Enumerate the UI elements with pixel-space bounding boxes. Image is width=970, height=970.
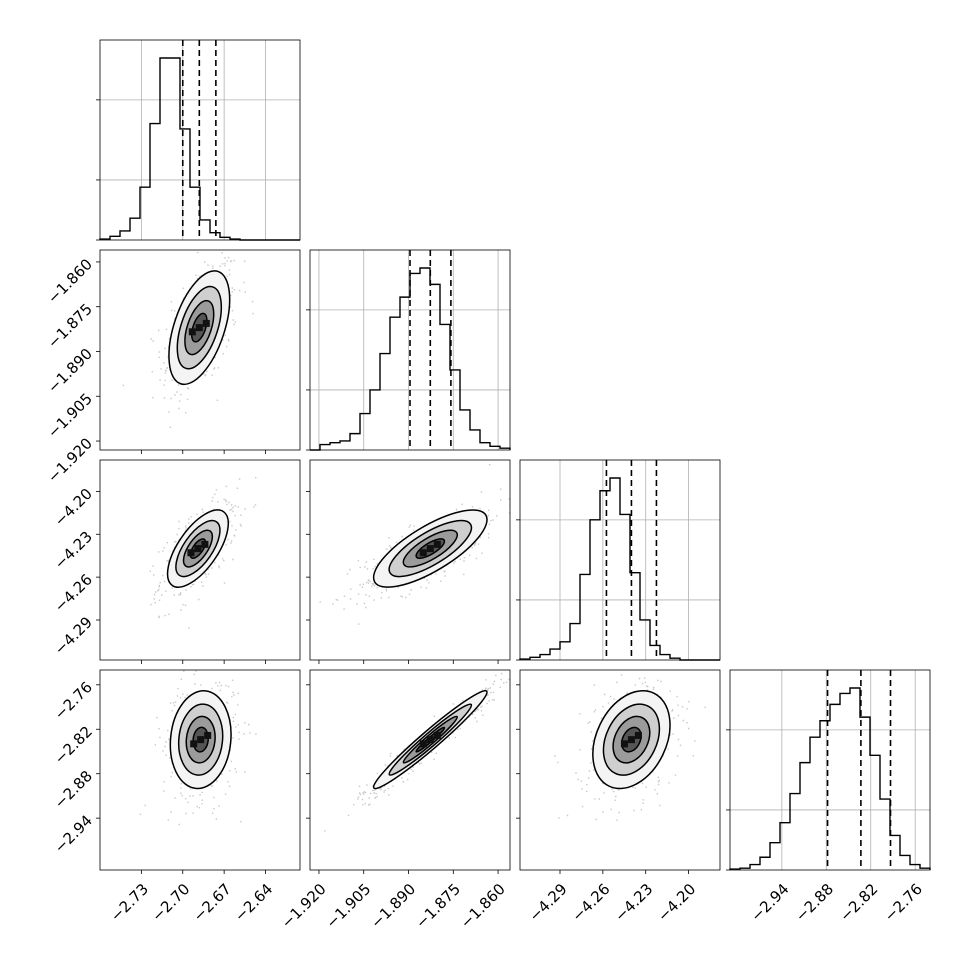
hist-frame-0 xyxy=(99,39,301,241)
density-peak-2-0-2 xyxy=(201,540,209,548)
density-peak-3-0-2 xyxy=(204,731,212,739)
histogram-3 xyxy=(729,687,931,870)
x-tick-label-0-1: −2.70 xyxy=(148,880,193,925)
y-tick-label-3-0: −2.94 xyxy=(51,811,96,856)
panel-2-1 xyxy=(319,464,510,625)
hist-frame-2 xyxy=(519,459,721,661)
x-tick-label-0-0: −2.73 xyxy=(107,880,152,925)
x-tick-label-1-1: −1.905 xyxy=(322,880,374,932)
y-tick-label-3-2: −2.82 xyxy=(51,723,96,768)
density-peak-3-1-1 xyxy=(419,740,427,748)
panel-1-0 xyxy=(122,251,254,428)
density-peak-3-1-2 xyxy=(433,731,441,739)
panel-frame-3-2 xyxy=(519,669,721,871)
histogram-2 xyxy=(519,477,720,661)
density-peak-2-1-0 xyxy=(426,545,434,553)
x-tick-label-2-0: −4.29 xyxy=(526,880,571,925)
density-peak-3-1-0 xyxy=(426,736,434,744)
y-tick-label-2-1: −4.26 xyxy=(51,570,96,615)
hist-frame-1 xyxy=(309,249,511,451)
y-tick-label-3-3: −2.76 xyxy=(51,678,96,723)
y-tick-label-2-0: −4.29 xyxy=(51,613,96,658)
density-peak-3-2-1 xyxy=(620,740,628,748)
y-tick-label-1-4: −1.860 xyxy=(44,255,96,307)
panel-frame-2-1 xyxy=(309,459,511,661)
density-peak-2-0-1 xyxy=(187,549,195,557)
density-fills xyxy=(122,251,706,832)
density-peak-3-0-0 xyxy=(197,736,205,744)
x-tick-label-0-2: −2.67 xyxy=(190,880,235,925)
panel-frame-1-0 xyxy=(99,249,301,451)
x-tick-label-1-4: −1.860 xyxy=(457,880,509,932)
density-peak-1-0-0 xyxy=(195,324,203,332)
y-tick-label-1-1: −1.905 xyxy=(44,390,96,442)
panel-3-0 xyxy=(139,670,257,826)
density-peak-3-2-2 xyxy=(634,731,642,739)
panel-3-2 xyxy=(554,674,706,821)
density-peak-1-0-1 xyxy=(188,328,196,336)
density-peak-2-1-1 xyxy=(419,549,427,557)
y-tick-label-3-1: −2.88 xyxy=(51,767,96,812)
panel-frame-3-1 xyxy=(309,669,511,871)
x-tick-label-0-3: −2.64 xyxy=(231,880,276,925)
panel-3-1 xyxy=(324,672,510,832)
density-peak-3-2-0 xyxy=(627,736,635,744)
x-tick-label-3-1: −2.88 xyxy=(792,880,837,925)
x-tick-label-1-3: −1.875 xyxy=(412,880,464,932)
density-peak-2-0-0 xyxy=(194,545,202,553)
density-peak-1-0-2 xyxy=(202,319,210,327)
x-tick-label-1-0: −1.920 xyxy=(278,880,330,932)
x-tick-label-2-1: −4.26 xyxy=(568,880,613,925)
panel-frame-3-0 xyxy=(99,669,301,871)
density-peak-3-0-1 xyxy=(190,740,198,748)
x-tick-label-2-2: −4.23 xyxy=(611,880,656,925)
y-tick-label-2-3: −4.20 xyxy=(51,485,96,530)
hist-frame-3 xyxy=(729,669,931,871)
x-tick-label-3-2: −2.82 xyxy=(836,880,881,925)
panel-frame-2-0 xyxy=(99,459,301,661)
y-tick-label-1-2: −1.890 xyxy=(44,345,96,397)
plot-lines xyxy=(96,39,931,874)
x-tick-label-3-3: −2.76 xyxy=(881,880,926,925)
density-peak-2-1-2 xyxy=(433,540,441,548)
y-tick-label-2-2: −4.23 xyxy=(51,528,96,573)
x-tick-label-1-2: −1.890 xyxy=(367,880,419,932)
y-tick-label-1-3: −1.875 xyxy=(44,300,96,352)
panel-2-0 xyxy=(149,477,257,629)
y-tick-label-1-0: −1.920 xyxy=(44,434,96,486)
x-tick-label-2-3: −4.20 xyxy=(654,880,699,925)
x-tick-label-3-0: −2.94 xyxy=(747,880,792,925)
